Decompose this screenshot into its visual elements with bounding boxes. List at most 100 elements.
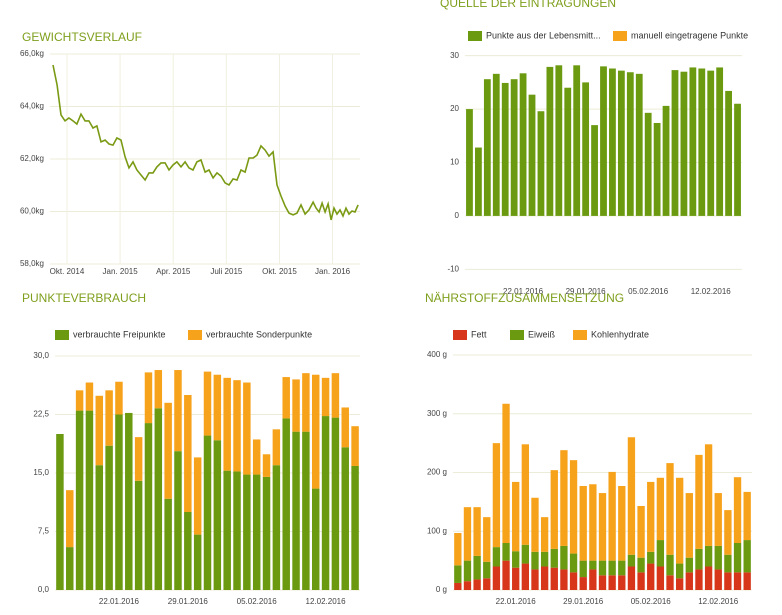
bar xyxy=(144,423,153,590)
bar xyxy=(647,481,655,552)
bar xyxy=(582,82,590,216)
y-tick-label: 400 g xyxy=(427,350,447,359)
bar xyxy=(492,566,501,590)
bar xyxy=(243,382,251,475)
bar xyxy=(704,444,713,546)
bar xyxy=(213,374,222,441)
bar xyxy=(311,488,320,590)
bar xyxy=(569,553,578,573)
legend-label: Kohlenhydrate xyxy=(591,329,649,339)
bar xyxy=(510,79,518,216)
bar xyxy=(125,412,133,590)
bar xyxy=(463,507,472,561)
bar xyxy=(203,435,212,590)
bar xyxy=(656,477,665,541)
bar xyxy=(743,491,751,541)
bar xyxy=(579,486,587,561)
bar xyxy=(341,407,349,448)
x-tick-label: Jan. 2015 xyxy=(103,267,139,276)
bar xyxy=(512,481,520,552)
bar xyxy=(252,439,261,475)
x-tick-label: 12.02.2016 xyxy=(691,287,732,296)
bar xyxy=(331,417,340,590)
bar xyxy=(618,560,626,576)
bar xyxy=(233,471,241,590)
y-tick-label: 7,5 xyxy=(38,527,50,536)
bar xyxy=(598,575,607,590)
bar xyxy=(164,498,172,590)
x-tick-label: 29.01.2016 xyxy=(566,287,607,296)
y-tick-label: 60,0kg xyxy=(20,207,44,216)
y-tick-label: 66,0kg xyxy=(20,49,44,58)
bar xyxy=(671,70,679,216)
x-tick-label: 29.01.2016 xyxy=(168,597,209,606)
bar xyxy=(609,68,616,216)
bar xyxy=(262,476,271,590)
bar xyxy=(714,545,722,570)
bar xyxy=(502,560,510,590)
bar xyxy=(331,373,340,418)
bar xyxy=(302,431,310,590)
bar xyxy=(724,510,732,555)
bar xyxy=(56,434,64,590)
bar xyxy=(154,370,163,409)
bar xyxy=(560,545,568,570)
y-tick-label: 15,0 xyxy=(33,468,49,477)
y-tick-label: 20 xyxy=(450,104,459,113)
bar xyxy=(492,443,501,548)
legend-label: manuell eingetragene Punkte xyxy=(631,30,748,40)
bar xyxy=(512,551,520,568)
chart-title: PUNKTEVERBRAUCH xyxy=(22,291,146,305)
bar xyxy=(144,372,153,424)
bar xyxy=(321,377,330,417)
bar xyxy=(66,490,74,548)
bar xyxy=(569,572,578,590)
bar xyxy=(591,125,598,216)
bar xyxy=(656,566,665,590)
bar xyxy=(724,572,732,590)
bar xyxy=(95,465,104,590)
bar xyxy=(733,572,742,590)
bar xyxy=(105,390,113,446)
bar xyxy=(637,557,645,573)
bar xyxy=(666,463,674,555)
x-tick-label: 12.02.2016 xyxy=(698,597,739,606)
bar xyxy=(473,555,481,580)
bar xyxy=(475,147,482,216)
bar xyxy=(252,474,261,590)
bar xyxy=(233,380,241,472)
bar xyxy=(463,581,472,590)
bar xyxy=(644,112,652,216)
x-tick-label: 29.01.2016 xyxy=(563,597,604,606)
x-tick-label: 22.01.2016 xyxy=(99,597,140,606)
bar xyxy=(521,563,530,590)
bar xyxy=(600,66,607,216)
bar xyxy=(716,67,724,216)
bar xyxy=(685,572,693,590)
bar xyxy=(666,554,674,576)
bar xyxy=(714,493,722,546)
bar xyxy=(537,111,545,216)
y-tick-label: 30,0 xyxy=(33,351,49,360)
bar xyxy=(540,551,549,567)
bar xyxy=(733,477,742,543)
bar xyxy=(321,416,330,590)
y-tick-label: 22,5 xyxy=(33,410,49,419)
y-tick-label: 100 g xyxy=(427,526,447,535)
y-tick-label: 200 g xyxy=(427,468,447,477)
bar xyxy=(203,371,212,436)
bar xyxy=(656,540,665,567)
legend-swatch xyxy=(573,330,587,340)
legend-swatch xyxy=(188,330,202,340)
bar xyxy=(685,493,693,558)
bar xyxy=(262,454,271,477)
legend-label: verbrauchte Freipunkte xyxy=(73,329,166,339)
bar xyxy=(704,566,713,590)
bar xyxy=(311,374,320,489)
x-tick-label: Jan. 2016 xyxy=(315,267,351,276)
y-tick-label: 10 xyxy=(450,158,459,167)
bar xyxy=(707,70,715,216)
bar xyxy=(85,410,94,590)
bar xyxy=(569,460,578,554)
bar xyxy=(85,382,94,411)
